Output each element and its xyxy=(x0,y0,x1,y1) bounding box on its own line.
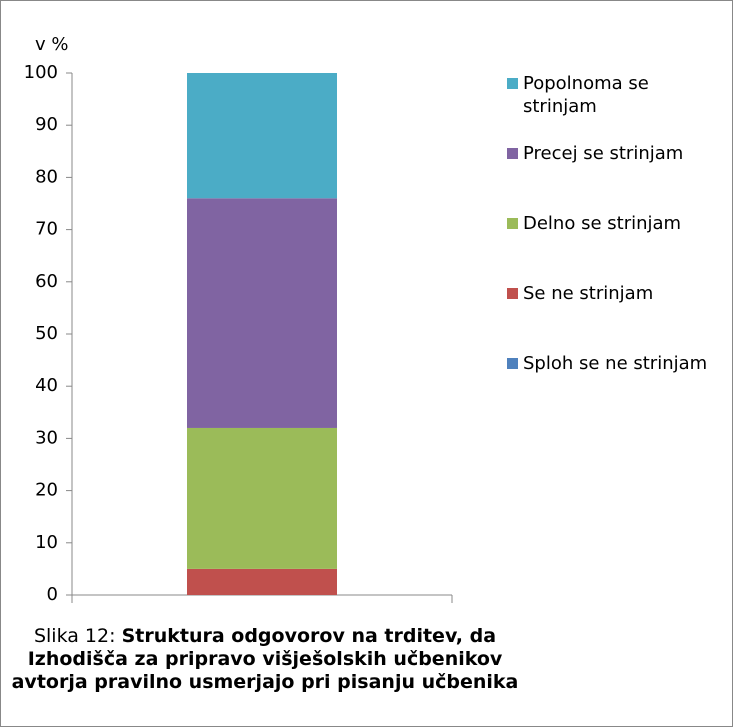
bar-segment xyxy=(187,568,337,595)
legend-label: Popolnoma se strinjam xyxy=(523,73,649,117)
legend-label: Sploh se ne strinjam xyxy=(523,353,708,374)
y-tick-label: 20 xyxy=(35,480,58,501)
legend-label: Delno se strinjam xyxy=(523,213,682,234)
legend-label: Precej se strinjam xyxy=(523,143,684,164)
y-tick-label: 80 xyxy=(35,166,58,187)
bar-segment xyxy=(187,427,337,569)
y-tick-label: 90 xyxy=(35,114,58,135)
caption: Slika 12: Struktura odgovorov na trditev… xyxy=(0,625,530,694)
y-tick-label: 10 xyxy=(35,532,58,553)
legend-swatch xyxy=(507,288,518,299)
legend-label: Se ne strinjam xyxy=(523,283,654,304)
y-axis-label: v % xyxy=(35,34,68,55)
caption-text: Struktura odgovorov na trditev, da Izhod… xyxy=(11,625,519,693)
y-tick-label: 30 xyxy=(35,427,58,448)
y-tick-label: 0 xyxy=(47,584,58,605)
bar-segment xyxy=(187,73,337,199)
legend-swatch xyxy=(507,358,518,369)
legend-swatch xyxy=(507,78,518,89)
y-tick-label: 60 xyxy=(35,271,58,292)
bar-segment xyxy=(187,198,337,428)
legend-swatch xyxy=(507,148,518,159)
caption-label: Slika 12: xyxy=(33,625,116,647)
y-tick-label: 40 xyxy=(35,375,58,396)
legend-swatch xyxy=(507,218,518,229)
y-tick-label: 70 xyxy=(35,219,58,240)
y-tick-label: 100 xyxy=(24,62,58,83)
y-tick-label: 50 xyxy=(35,323,58,344)
